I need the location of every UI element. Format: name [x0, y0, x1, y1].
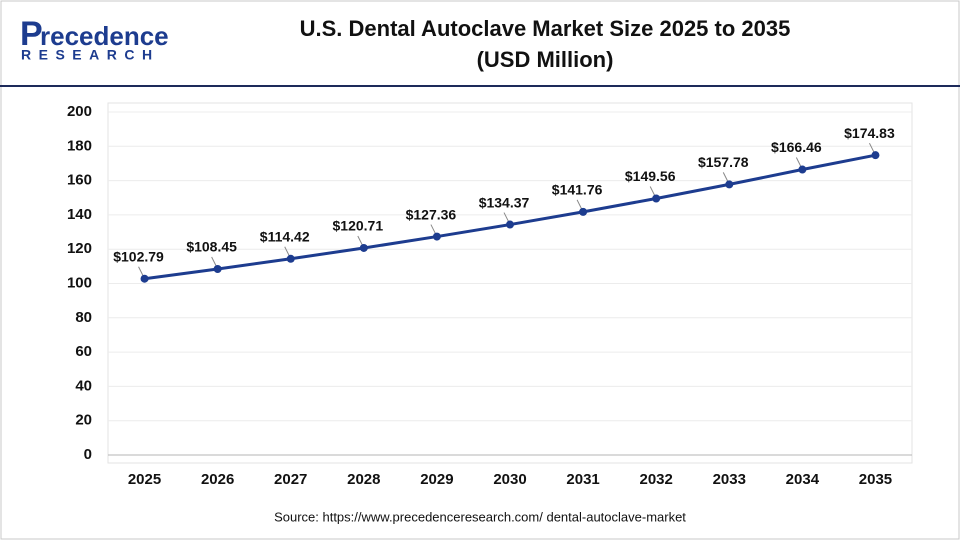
x-tick-label: 2033: [713, 471, 746, 488]
x-tick-label: 2030: [493, 471, 526, 488]
data-label: $127.36: [406, 206, 457, 222]
data-point: [359, 243, 368, 252]
y-tick-label: 140: [67, 206, 92, 223]
data-point: [140, 274, 149, 283]
x-tick-label: 2032: [639, 471, 672, 488]
x-tick-label: 2025: [128, 471, 161, 488]
data-label: $102.79: [113, 248, 164, 264]
data-label: $149.56: [625, 168, 676, 184]
data-point: [652, 194, 661, 203]
data-point: [798, 165, 807, 174]
data-point: [286, 254, 295, 263]
y-tick-label: 180: [67, 137, 92, 154]
y-tick-label: 60: [75, 343, 92, 360]
data-point: [579, 207, 588, 216]
x-tick-label: 2027: [274, 471, 307, 488]
data-label: $166.46: [771, 139, 822, 155]
data-point: [725, 180, 734, 189]
y-tick-label: 20: [75, 412, 92, 429]
x-tick-label: 2035: [859, 471, 892, 488]
data-label: $120.71: [333, 218, 384, 234]
y-tick-label: 100: [67, 274, 92, 291]
data-label: $114.42: [260, 228, 310, 244]
data-label: $141.76: [552, 182, 603, 198]
chart-title: U.S. Dental Autoclave Market Size 2025 t…: [300, 16, 791, 41]
data-point: [506, 220, 514, 229]
y-tick-label: 0: [84, 446, 92, 463]
x-tick-label: 2031: [566, 471, 599, 488]
data-point: [213, 265, 222, 274]
y-tick-label: 200: [67, 103, 92, 120]
logo-tagline: RESEARCH: [21, 47, 160, 63]
x-tick-label: 2029: [420, 471, 453, 488]
x-tick-label: 2028: [347, 471, 380, 488]
x-tick-label: 2034: [786, 471, 820, 488]
data-label: $108.45: [186, 239, 237, 255]
logo-name: recedence: [40, 21, 169, 51]
data-label: $134.37: [479, 194, 530, 210]
y-tick-label: 80: [75, 309, 92, 326]
data-label: $157.78: [698, 154, 749, 170]
y-tick-label: 40: [75, 377, 92, 394]
chart-subtitle: (USD Million): [477, 47, 614, 72]
y-tick-label: 160: [67, 172, 92, 189]
data-label: $174.83: [844, 125, 895, 141]
data-point: [432, 232, 441, 241]
data-point: [871, 151, 880, 160]
source-note: Source: https://www.precedenceresearch.c…: [274, 509, 686, 524]
y-tick-label: 120: [67, 240, 92, 257]
logo-initial: P: [20, 15, 43, 53]
x-tick-label: 2026: [201, 471, 234, 488]
